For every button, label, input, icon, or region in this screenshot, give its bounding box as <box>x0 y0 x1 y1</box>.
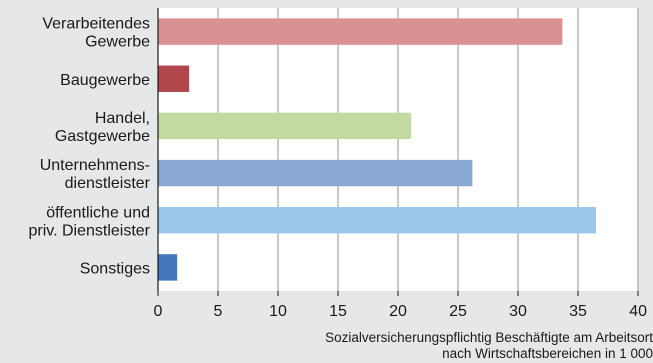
x-tick-label-5: 5 <box>214 303 223 320</box>
category-label-3-line-0: Unternehmens- <box>40 157 150 174</box>
category-label-2-line-1: Gastgewerbe <box>55 128 150 145</box>
bar-3 <box>158 159 473 187</box>
category-label-2-line-0: Handel, <box>95 110 150 127</box>
category-label-0-line-1: Gewerbe <box>85 34 150 51</box>
x-tick-label-0: 0 <box>154 303 163 320</box>
x-tick-labels: 0 5 10 15 20 25 30 35 40 <box>154 291 647 320</box>
category-label-4-line-0: öffentliche und <box>46 204 150 221</box>
bar-5 <box>158 254 178 281</box>
bar-1 <box>158 65 190 92</box>
category-label-4-line-1: priv. Dienstleister <box>28 222 150 239</box>
category-label-1-line-0: Baugewerbe <box>60 72 150 89</box>
category-label-0-line-0: Verarbeitendes <box>42 16 150 33</box>
category-label-3-line-1: dienstleister <box>65 175 151 192</box>
grid-lines <box>217 8 639 291</box>
x-tick-label-10: 10 <box>269 303 287 320</box>
x-tick-label-25: 25 <box>449 303 467 320</box>
bar-4 <box>158 207 596 234</box>
x-axis-title-line-1: Sozialversicherungspflichtig Beschäftigt… <box>325 330 653 345</box>
x-tick-label-35: 35 <box>569 303 587 320</box>
x-tick-label-15: 15 <box>329 303 347 320</box>
bars <box>158 18 596 281</box>
bar-0 <box>158 18 563 45</box>
x-tick-label-40: 40 <box>629 303 647 320</box>
category-label-5-line-0: Sonstiges <box>80 260 150 277</box>
bar-2 <box>158 112 412 140</box>
x-tick-label-20: 20 <box>389 303 407 320</box>
x-axis-title-line-2: nach Wirtschaftsbereichen in 1 000 <box>442 346 653 361</box>
x-tick-label-30: 30 <box>509 303 527 320</box>
